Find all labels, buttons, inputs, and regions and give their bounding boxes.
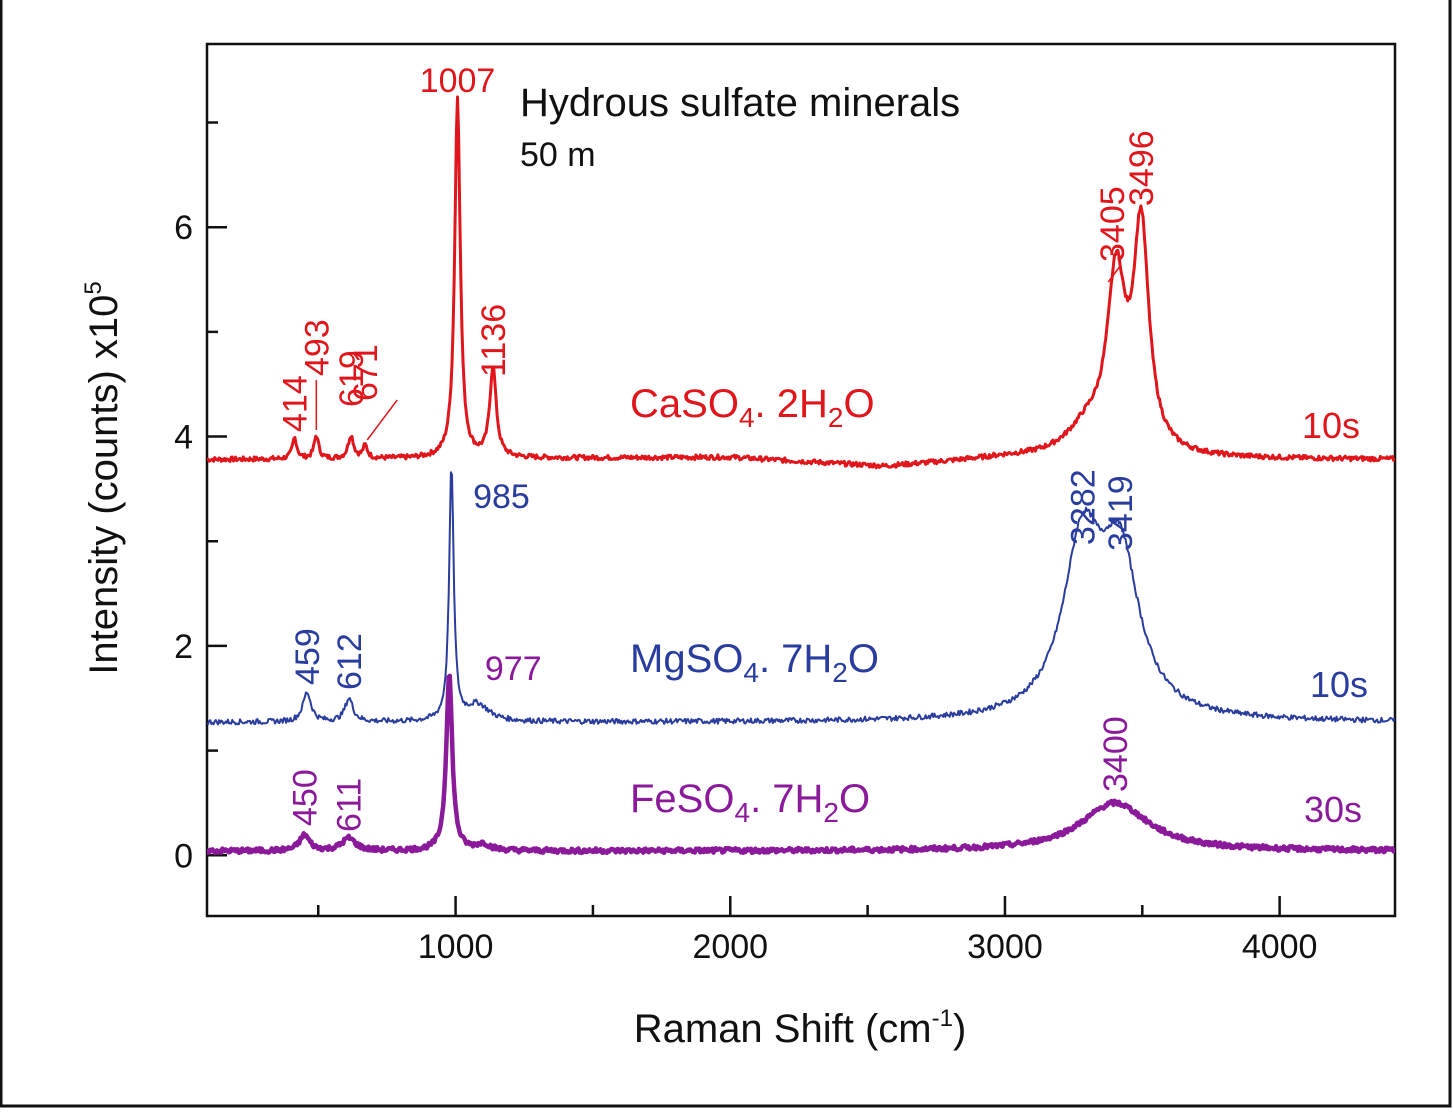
peak-label: 3282	[1064, 469, 1102, 545]
y-axis-label: Intensity (counts) x105	[80, 281, 126, 675]
peak-label: 493	[298, 319, 336, 376]
peak-label: 612	[331, 633, 369, 690]
peak-label: 619	[333, 350, 371, 407]
x-tick-label: 3000	[967, 928, 1043, 966]
chart-title: Hydrous sulfate minerals	[520, 81, 960, 125]
spectrum-line	[207, 673, 1395, 856]
peak-label: 611	[331, 778, 369, 832]
peak-label: 3400	[1097, 716, 1135, 792]
spectra	[207, 95, 1395, 856]
peak-label: 3496	[1123, 130, 1161, 206]
spectrum-line	[207, 95, 1395, 470]
acquisition-time: 10s	[1302, 405, 1360, 446]
peak-label: 671	[347, 344, 385, 401]
peak-label: 985	[473, 478, 530, 516]
chart-subtitle: 50 m	[520, 136, 596, 174]
series-name: FeSO4. 7H2O	[630, 777, 870, 828]
plot-frame	[205, 42, 1397, 918]
peak-label: 450	[287, 769, 325, 826]
peak-label: 459	[289, 628, 327, 685]
y-tick-label: 0	[174, 837, 193, 875]
y-tick-label: 4	[174, 419, 193, 457]
axis-ticks	[207, 121, 1281, 916]
peak-label: 1007	[420, 62, 496, 100]
x-tick-label: 1000	[418, 928, 494, 966]
y-tick-label: 6	[174, 209, 193, 247]
peak-label: 3405	[1094, 186, 1132, 262]
leader-line	[1107, 265, 1121, 283]
leader-line	[366, 399, 398, 441]
series-name: MgSO4. 7H2O	[630, 637, 879, 688]
axis-tick-labels: 1000 2000 3000 4000 0 2 4 6	[174, 209, 1317, 966]
series-name: CaSO4. 2H2O	[630, 382, 875, 433]
peak-label: 3419	[1102, 475, 1140, 551]
x-tick-label: 2000	[692, 928, 768, 966]
peak-label: 977	[485, 650, 542, 688]
x-tick-label: 4000	[1242, 928, 1318, 966]
peak-label: 414	[277, 375, 315, 432]
series-labels: CaSO4. 2H2O 10s MgSO4. 7H2O 10s FeSO4. 7H2O 3…	[630, 382, 1368, 830]
acquisition-time: 10s	[1310, 664, 1368, 705]
peak-label: 1136	[475, 304, 513, 377]
y-tick-label: 2	[174, 628, 193, 666]
acquisition-time: 30s	[1304, 789, 1362, 830]
spectrum-line	[207, 471, 1395, 726]
x-axis-label: Raman Shift (cm-1)	[634, 1005, 967, 1051]
